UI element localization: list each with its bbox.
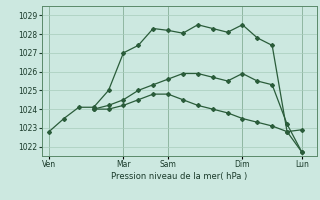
X-axis label: Pression niveau de la mer( hPa ): Pression niveau de la mer( hPa ) [111,172,247,181]
